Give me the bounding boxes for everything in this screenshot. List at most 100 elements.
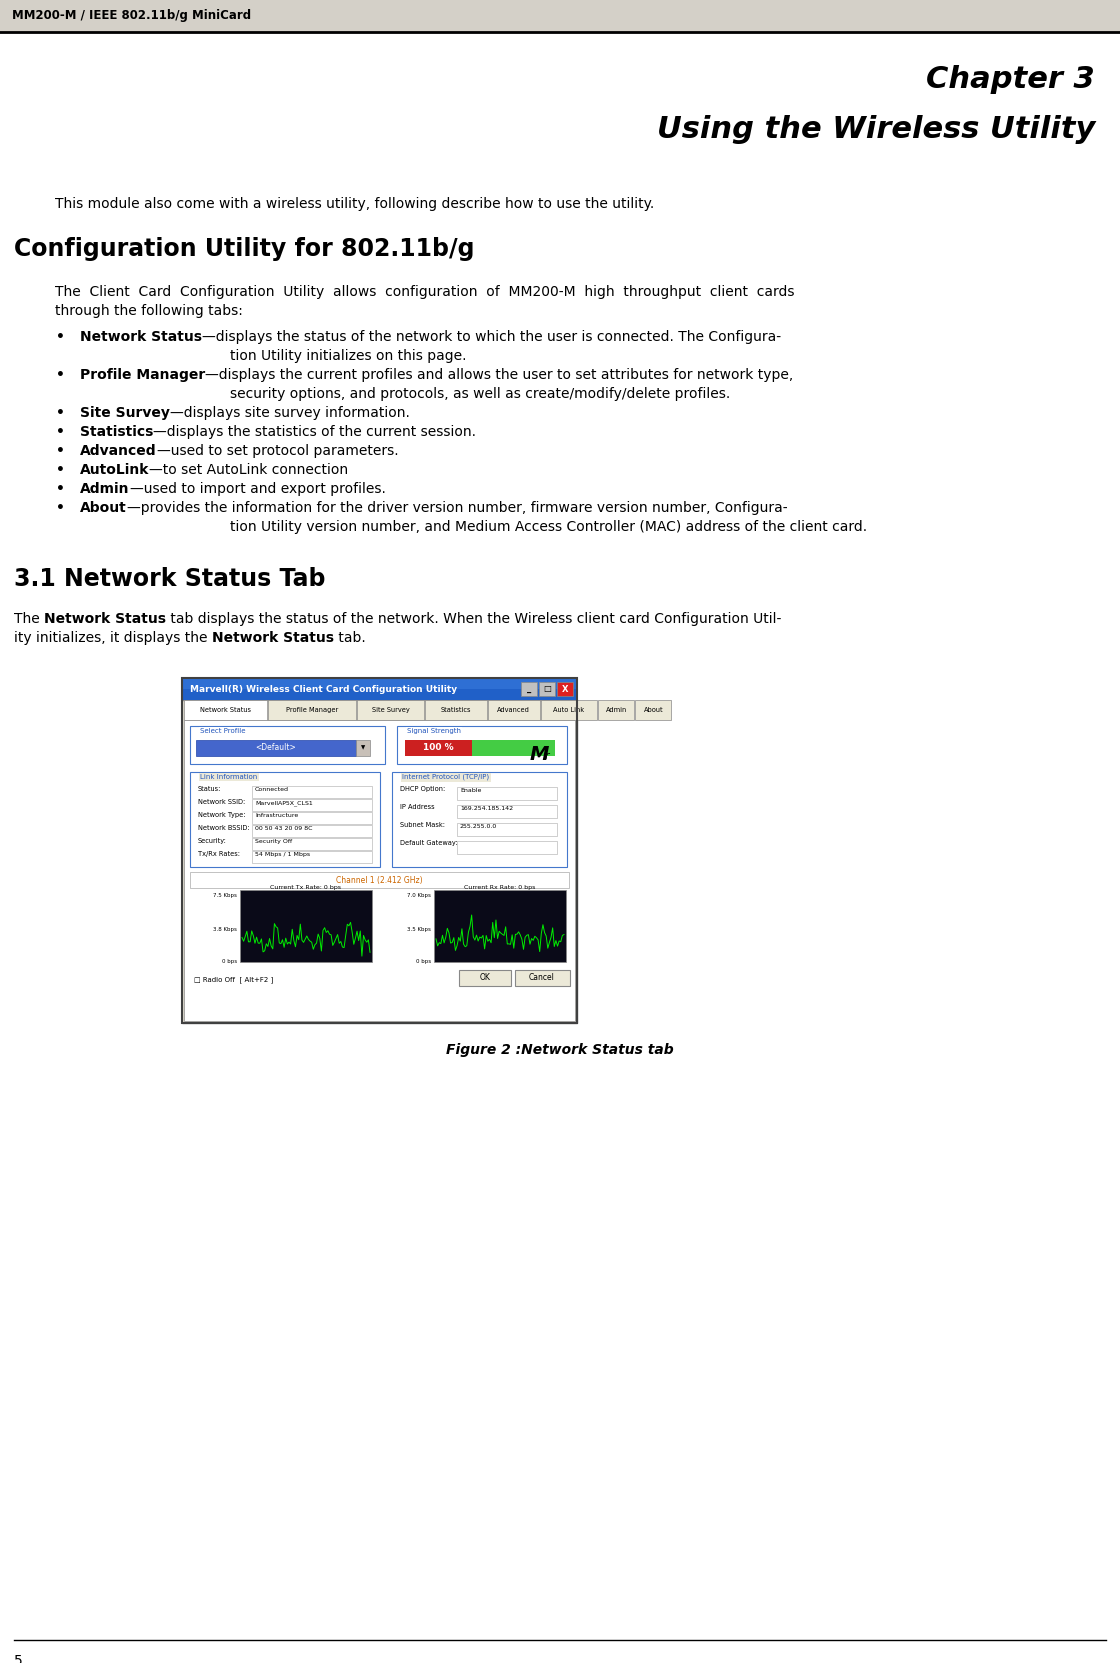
Text: •: • [56,482,65,496]
Text: Network Type:: Network Type: [198,812,245,818]
Bar [252,812,372,823]
Text: •: • [56,406,65,421]
Text: □ Radio Off  [ Alt+F2 ]: □ Radio Off [ Alt+F2 ] [194,976,273,983]
Text: Default Gateway:: Default Gateway: [400,840,457,846]
Text: ▼: ▼ [361,745,365,750]
Text: Network Status: Network Status [212,630,334,645]
Bar [457,787,557,800]
Text: Link Information: Link Information [200,773,258,780]
Bar [392,772,567,866]
Text: Site Survey: Site Survey [80,406,170,421]
Text: 54 Mbps / 1 Mbps: 54 Mbps / 1 Mbps [255,851,310,856]
Text: Status:: Status: [198,787,222,792]
Text: 0 bps: 0 bps [416,960,431,965]
Bar [457,841,557,855]
Text: Network Status: Network Status [44,612,166,625]
Text: Security:: Security: [198,838,227,845]
Text: AutoLink: AutoLink [80,462,149,477]
Text: —displays the status of the network to which the user is connected. The Configur: —displays the status of the network to w… [202,329,781,344]
Bar [252,851,372,863]
Bar [435,890,566,961]
Text: Subnet Mask:: Subnet Mask: [400,822,445,828]
Bar [184,700,267,720]
Bar [252,825,372,836]
Text: IP Address: IP Address [400,803,435,810]
Text: tab.: tab. [334,630,365,645]
Text: —used to import and export profiles.: —used to import and export profiles. [130,482,385,496]
Text: —used to set protocol parameters.: —used to set protocol parameters. [157,444,399,457]
Text: <Default>: <Default> [255,743,297,752]
Bar [598,700,634,720]
Bar [457,823,557,836]
Text: •: • [56,329,65,344]
Text: •: • [56,426,65,439]
Text: •: • [56,444,65,457]
Bar [181,679,577,1023]
Bar [181,679,577,688]
Text: This module also come with a wireless utility, following describe how to use the: This module also come with a wireless ut… [55,196,654,211]
Text: Advanced: Advanced [80,444,157,457]
Bar [252,838,372,850]
Bar [557,682,573,697]
Bar [515,970,570,986]
Text: Current Rx Rate: 0 bps: Current Rx Rate: 0 bps [465,885,535,890]
Text: About: About [644,707,663,713]
Bar [196,740,356,757]
Bar [240,890,372,961]
Text: Using the Wireless Utility: Using the Wireless Utility [656,115,1095,145]
Text: Internet Protocol (TCP/IP): Internet Protocol (TCP/IP) [402,773,489,780]
Text: —provides the information for the driver version number, firmware version number: —provides the information for the driver… [127,501,787,516]
Text: MM200-M / IEEE 802.11b/g MiniCard: MM200-M / IEEE 802.11b/g MiniCard [12,10,251,23]
Text: MarvellAP5X_CLS1: MarvellAP5X_CLS1 [255,800,312,805]
Text: M: M [530,745,549,763]
Bar [539,682,556,697]
Text: Cancel: Cancel [529,973,554,983]
Text: ity initializes, it displays the: ity initializes, it displays the [13,630,212,645]
Text: —displays the statistics of the current session.: —displays the statistics of the current … [153,426,476,439]
Text: Channel 1 (2.412 GHz): Channel 1 (2.412 GHz) [336,875,423,885]
Text: 100 %: 100 % [423,743,454,752]
Text: Network SSID:: Network SSID: [198,798,245,805]
Text: 7.0 Kbps: 7.0 Kbps [408,893,431,898]
Text: 169.254.185.142: 169.254.185.142 [460,807,513,812]
Text: •: • [56,368,65,382]
Bar [252,798,372,812]
Bar [457,805,557,818]
Text: 00 50 43 20 09 8C: 00 50 43 20 09 8C [255,827,312,832]
Text: 255.255.0.0: 255.255.0.0 [460,823,497,828]
Bar [488,700,540,720]
Bar [190,727,385,763]
Text: tion Utility version number, and Medium Access Controller (MAC) address of the c: tion Utility version number, and Medium … [230,521,867,534]
Text: Select Profile: Select Profile [200,728,245,733]
Text: Chapter 3: Chapter 3 [926,65,1095,95]
Bar [541,700,597,720]
Text: Profile Manager: Profile Manager [286,707,338,713]
Bar [459,970,511,986]
Text: security options, and protocols, as well as create/modify/delete profiles.: security options, and protocols, as well… [230,387,730,401]
Bar [472,740,556,757]
Bar [184,720,575,1021]
Text: OK: OK [479,973,491,983]
Text: 0 bps: 0 bps [222,960,237,965]
Text: 3.8 Kbps: 3.8 Kbps [213,926,237,931]
Text: r: r [544,752,549,762]
Bar [252,787,372,798]
Bar [424,700,487,720]
Text: —displays site survey information.: —displays site survey information. [170,406,410,421]
Text: Network Status: Network Status [80,329,202,344]
Bar [396,727,567,763]
Text: 3.1 Network Status Tab: 3.1 Network Status Tab [13,567,326,590]
Bar [181,700,577,1023]
Text: tab displays the status of the network. When the Wireless client card Configurat: tab displays the status of the network. … [166,612,782,625]
Text: Network Status: Network Status [199,707,251,713]
Text: —displays the current profiles and allows the user to set attributes for network: —displays the current profiles and allow… [205,368,793,382]
Bar [405,740,472,757]
Text: Signal Strength: Signal Strength [407,728,461,733]
Text: Enable: Enable [460,788,482,793]
Text: •: • [56,462,65,477]
Bar [356,740,370,757]
Text: Statistics: Statistics [441,707,472,713]
Text: Marvell(R) Wireless Client Card Configuration Utility: Marvell(R) Wireless Client Card Configur… [190,685,457,693]
Text: 5: 5 [13,1655,22,1663]
Text: The: The [13,612,44,625]
